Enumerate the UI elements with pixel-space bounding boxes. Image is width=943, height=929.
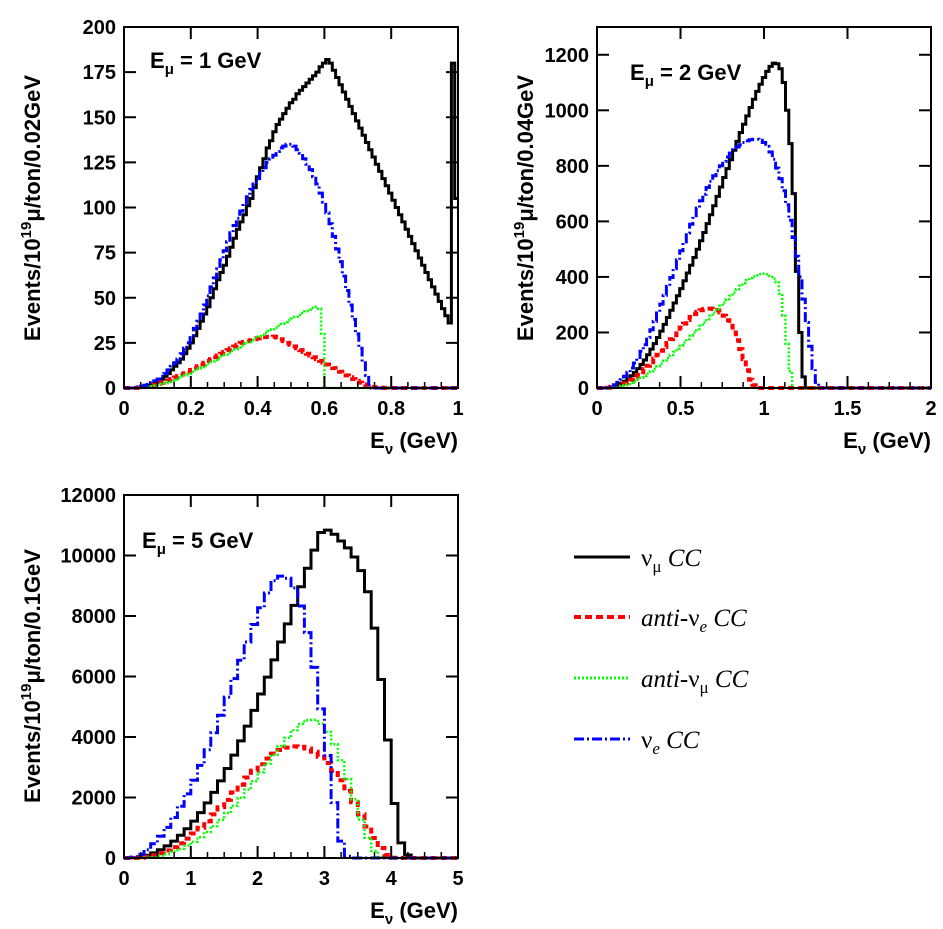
y-tick-label: 25 (94, 333, 116, 355)
legend-entry-nue-cc: νe CC (574, 727, 700, 758)
x-tick-label: 0.2 (177, 398, 205, 420)
y-tick-label: 2000 (72, 788, 117, 810)
panel-annotation: Eμ = 2 GeV (630, 60, 742, 90)
legend-label-nue-cc: νe CC (641, 727, 700, 758)
x-axis-label: Eν (GeV) (370, 428, 458, 458)
y-tick-label: 12000 (60, 485, 116, 507)
x-tick-label: 1 (452, 398, 463, 420)
y-tick-label: 1200 (545, 45, 590, 67)
y-tick-label: 175 (83, 62, 116, 84)
plot-frame (123, 26, 459, 389)
legend-entry-numu-cc: νμ CC (574, 545, 701, 576)
y-tick-label: 400 (556, 267, 589, 289)
x-tick-label: 5 (452, 868, 463, 890)
panel-3: 0 1 2 3 4 5 0 2000 4000 6000 8000 10000 12000 Eμ = 5 … (18, 485, 464, 928)
y-tick-label: 75 (94, 243, 116, 265)
x-tick-label: 0 (591, 398, 602, 420)
y-tick-label: 0 (105, 848, 116, 870)
x-tick-label: 0 (118, 398, 129, 420)
y-tick-label: 200 (556, 322, 589, 344)
panel-1: 0 0.2 0.4 0.6 0.8 1 0 25 50 75 100 125 150 175 200 Eμ =… (18, 17, 464, 458)
series-numu-cc (124, 528, 458, 860)
y-tick-label: 800 (556, 156, 589, 178)
y-tick-label: 50 (94, 288, 116, 310)
legend-label-anti-numu-cc: anti-νμ CC (641, 666, 749, 697)
series-anti-numu-cc (597, 272, 931, 390)
legend-label-anti-nue-cc: anti-νe CC (641, 605, 747, 636)
y-tick-label: 10000 (60, 546, 116, 568)
x-tick-label: 0.5 (667, 398, 695, 420)
legend: νμ CC anti-νe CC anti-νμ CC νe CC (574, 545, 749, 758)
y-tick-label: 0 (105, 378, 116, 400)
x-tick-label: 0.8 (377, 398, 405, 420)
x-tick-label: 1.5 (834, 398, 862, 420)
y-tick-label: 200 (83, 17, 116, 39)
x-axis-label: Eν (GeV) (370, 898, 458, 928)
series-nue-cc (597, 137, 931, 390)
x-tick-label: 0.4 (244, 398, 273, 420)
y-tick-label: 600 (556, 211, 589, 233)
legend-entry-anti-numu-cc: anti-νμ CC (574, 666, 749, 697)
x-axis-label: Eν (GeV) (843, 428, 931, 458)
y-tick-label: 8000 (72, 606, 117, 628)
y-tick-label: 150 (83, 107, 116, 129)
y-tick-label: 0 (578, 378, 589, 400)
x-tick-label: 0 (118, 868, 129, 890)
legend-label-numu-cc: νμ CC (641, 545, 701, 576)
panel-annotation: Eμ = 1 GeV (150, 48, 262, 78)
panel-annotation: Eμ = 5 GeV (142, 528, 254, 558)
x-tick-label: 2 (925, 398, 936, 420)
y-axis-label: Events/1019μ/ton/0.1GeV (18, 549, 45, 803)
x-tick-label: 0.6 (310, 398, 338, 420)
series-numu-cc (124, 58, 458, 390)
panel-2: 0 0.5 1 1.5 2 0 200 400 600 800 1000 1200 Eμ = 2 GeV… (511, 26, 937, 458)
x-tick-label: 1 (758, 398, 769, 420)
y-axis-label: Events/1019μ/ton/0.02GeV (18, 75, 45, 341)
y-tick-label: 125 (83, 152, 116, 174)
y-tick-label: 1000 (545, 100, 590, 122)
x-tick-label: 2 (252, 868, 263, 890)
series-anti-numu-cc (124, 718, 458, 860)
x-tick-label: 1 (185, 868, 196, 890)
series-nue-cc (124, 574, 458, 860)
y-axis-label: Events/1019μ/ton/0.04GeV (511, 75, 538, 341)
y-tick-label: 4000 (72, 727, 117, 749)
legend-entry-anti-nue-cc: anti-νe CC (574, 605, 747, 636)
y-tick-label: 6000 (72, 667, 117, 689)
y-tick-label: 100 (83, 198, 116, 220)
series-nue-cc (124, 142, 458, 390)
x-tick-label: 3 (319, 868, 330, 890)
x-tick-label: 4 (386, 868, 398, 890)
